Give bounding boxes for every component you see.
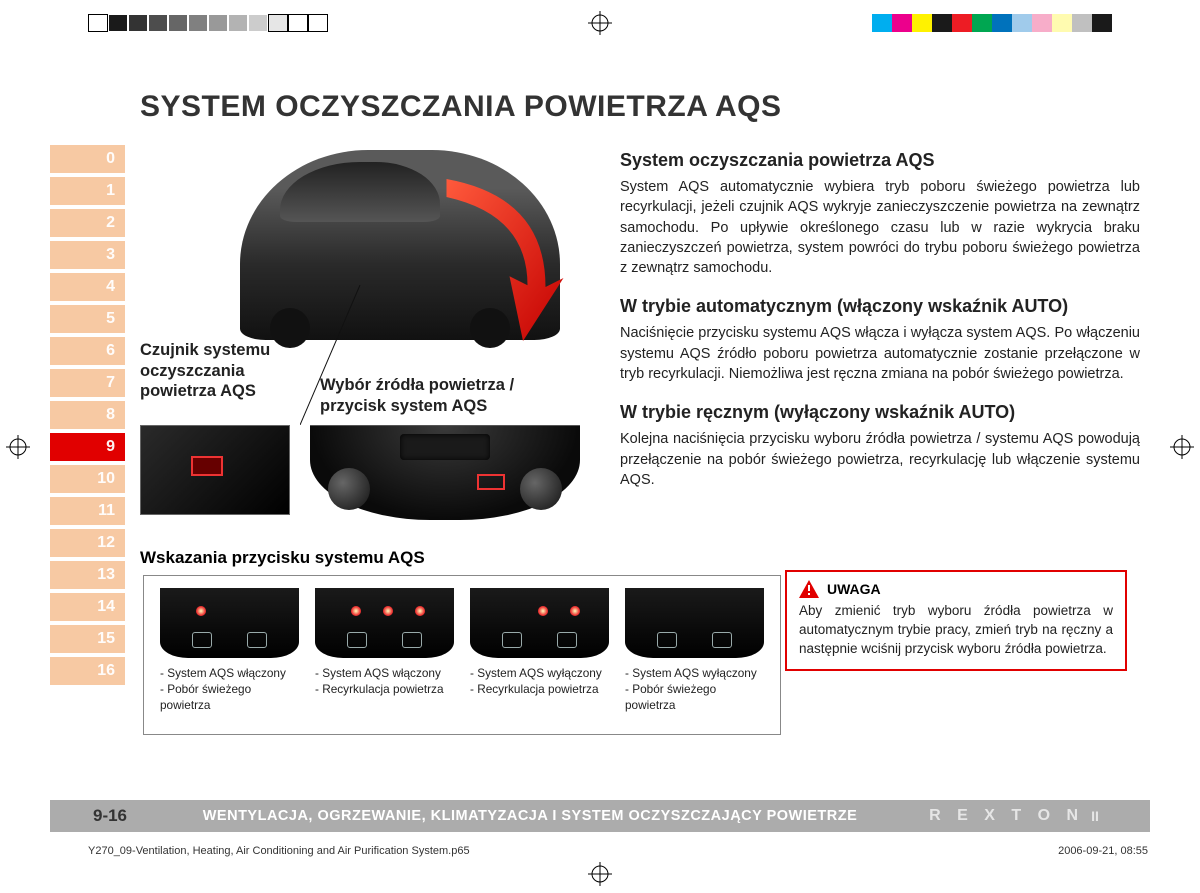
- indication-item: - System AQS wyłączony- Recyrkulacja pow…: [470, 588, 609, 728]
- indication-caption: - System AQS włączony- Pobór świeżego po…: [160, 666, 299, 714]
- chapter-tab-0[interactable]: 0: [50, 145, 125, 173]
- print-registration-bar: [0, 8, 1200, 38]
- chapter-tab-15[interactable]: 15: [50, 625, 125, 653]
- chapter-tab-8[interactable]: 8: [50, 401, 125, 429]
- warning-callout: UWAGA Aby zmienić tryb wyboru źródła pow…: [785, 570, 1127, 671]
- indications-heading: Wskazania przycisku systemu AQS: [140, 548, 425, 568]
- chapter-tab-9[interactable]: 9: [50, 433, 125, 461]
- brand-text: R E X T O N: [929, 807, 1084, 825]
- footer-chapter-title: WENTYLACJA, OGRZEWANIE, KLIMATYZACJA I S…: [170, 808, 890, 824]
- section-body-3: Kolejna naciśnięcia przycisku wyboru źró…: [620, 429, 1140, 490]
- chapter-tab-5[interactable]: 5: [50, 305, 125, 333]
- car-illustration: [240, 150, 560, 340]
- swatch: [308, 14, 328, 32]
- warning-label: UWAGA: [827, 581, 881, 597]
- grayscale-swatches: [88, 14, 328, 32]
- print-date: 2006-09-21, 08:55: [1058, 845, 1148, 857]
- section-body-1: System AQS automatycznie wybiera tryb po…: [620, 177, 1140, 278]
- aqs-sensor-photo: [140, 425, 290, 515]
- indication-caption: - System AQS wyłączony- Recyrkulacja pow…: [470, 666, 609, 698]
- swatch: [1072, 14, 1092, 32]
- indicator-panel-icon: [160, 588, 299, 658]
- indicator-panel-icon: [625, 588, 764, 658]
- section-body-2: Naciśnięcie przycisku systemu AQS włącza…: [620, 323, 1140, 384]
- registration-mark-top: [588, 11, 612, 35]
- aqs-indications-table: - System AQS włączony- Pobór świeżego po…: [143, 575, 781, 735]
- panel-label: Wybór źródła powietrza / przycisk system…: [320, 375, 570, 416]
- registration-mark-bottom: [588, 862, 612, 886]
- swatch: [1012, 14, 1032, 32]
- chapter-tab-14[interactable]: 14: [50, 593, 125, 621]
- swatch: [168, 14, 188, 32]
- page-title: SYSTEM OCZYSZCZANIA POWIETRZA AQS: [140, 90, 782, 124]
- swatch: [208, 14, 228, 32]
- sensor-label: Czujnik systemu oczyszczania powietrza A…: [140, 340, 300, 402]
- swatch: [992, 14, 1012, 32]
- indication-caption: - System AQS włączony- Recyrkulacja powi…: [315, 666, 454, 698]
- print-meta-footer: Y270_09-Ventilation, Heating, Air Condit…: [88, 845, 1148, 857]
- swatch: [952, 14, 972, 32]
- swatch: [892, 14, 912, 32]
- warning-heading: UWAGA: [799, 580, 1113, 598]
- section-heading-3: W trybie ręcznym (wyłączony wskaźnik AUT…: [620, 402, 1140, 423]
- chapter-tab-10[interactable]: 10: [50, 465, 125, 493]
- chapter-tab-2[interactable]: 2: [50, 209, 125, 237]
- chapter-tab-3[interactable]: 3: [50, 241, 125, 269]
- indicator-panel-icon: [470, 588, 609, 658]
- section-heading-2: W trybie automatycznym (włączony wskaźni…: [620, 296, 1140, 317]
- warning-text: Aby zmienić tryb wyboru źródła powietrza…: [799, 602, 1113, 659]
- brand-logo: R E X T O N II: [890, 807, 1150, 825]
- chapter-tab-1[interactable]: 1: [50, 177, 125, 205]
- indicator-panel-icon: [315, 588, 454, 658]
- chapter-tab-12[interactable]: 12: [50, 529, 125, 557]
- chapter-tab-11[interactable]: 11: [50, 497, 125, 525]
- swatch: [288, 14, 308, 32]
- swatch: [128, 14, 148, 32]
- section-heading-1: System oczyszczania powietrza AQS: [620, 150, 1140, 171]
- left-column: Czujnik systemu oczyszczania powietrza A…: [140, 150, 600, 350]
- registration-mark-left: [6, 435, 30, 459]
- swatch: [228, 14, 248, 32]
- indication-caption: - System AQS wyłączony- Pobór świeżego p…: [625, 666, 764, 714]
- chapter-tab-7[interactable]: 7: [50, 369, 125, 397]
- swatch: [1092, 14, 1112, 32]
- swatch: [912, 14, 932, 32]
- color-swatches: [872, 14, 1112, 32]
- chapter-tab-6[interactable]: 6: [50, 337, 125, 365]
- warning-triangle-icon: [799, 580, 819, 598]
- swatch: [268, 14, 288, 32]
- indication-item: - System AQS włączony- Pobór świeżego po…: [160, 588, 299, 728]
- indication-item: - System AQS włączony- Recyrkulacja powi…: [315, 588, 454, 728]
- page-number: 9-16: [50, 806, 170, 826]
- indication-item: - System AQS wyłączony- Pobór świeżego p…: [625, 588, 764, 728]
- brand-suffix: II: [1091, 808, 1099, 824]
- chapter-tabs-sidebar: 012345678910111213141516: [50, 145, 125, 689]
- swatch: [188, 14, 208, 32]
- climate-panel-photo: [310, 425, 580, 520]
- swatch: [108, 14, 128, 32]
- swatch: [1052, 14, 1072, 32]
- chapter-tab-16[interactable]: 16: [50, 657, 125, 685]
- swatch: [872, 14, 892, 32]
- swatch: [148, 14, 168, 32]
- swatch: [972, 14, 992, 32]
- registration-mark-right: [1170, 435, 1194, 459]
- chapter-tab-13[interactable]: 13: [50, 561, 125, 589]
- swatch: [88, 14, 108, 32]
- chapter-tab-4[interactable]: 4: [50, 273, 125, 301]
- curved-arrow-icon: [430, 170, 580, 350]
- swatch: [1032, 14, 1052, 32]
- swatch: [932, 14, 952, 32]
- page-footer-bar: 9-16 WENTYLACJA, OGRZEWANIE, KLIMATYZACJ…: [50, 800, 1150, 832]
- right-column: System oczyszczania powietrza AQS System…: [620, 150, 1140, 508]
- source-file-path: Y270_09-Ventilation, Heating, Air Condit…: [88, 845, 470, 857]
- swatch: [248, 14, 268, 32]
